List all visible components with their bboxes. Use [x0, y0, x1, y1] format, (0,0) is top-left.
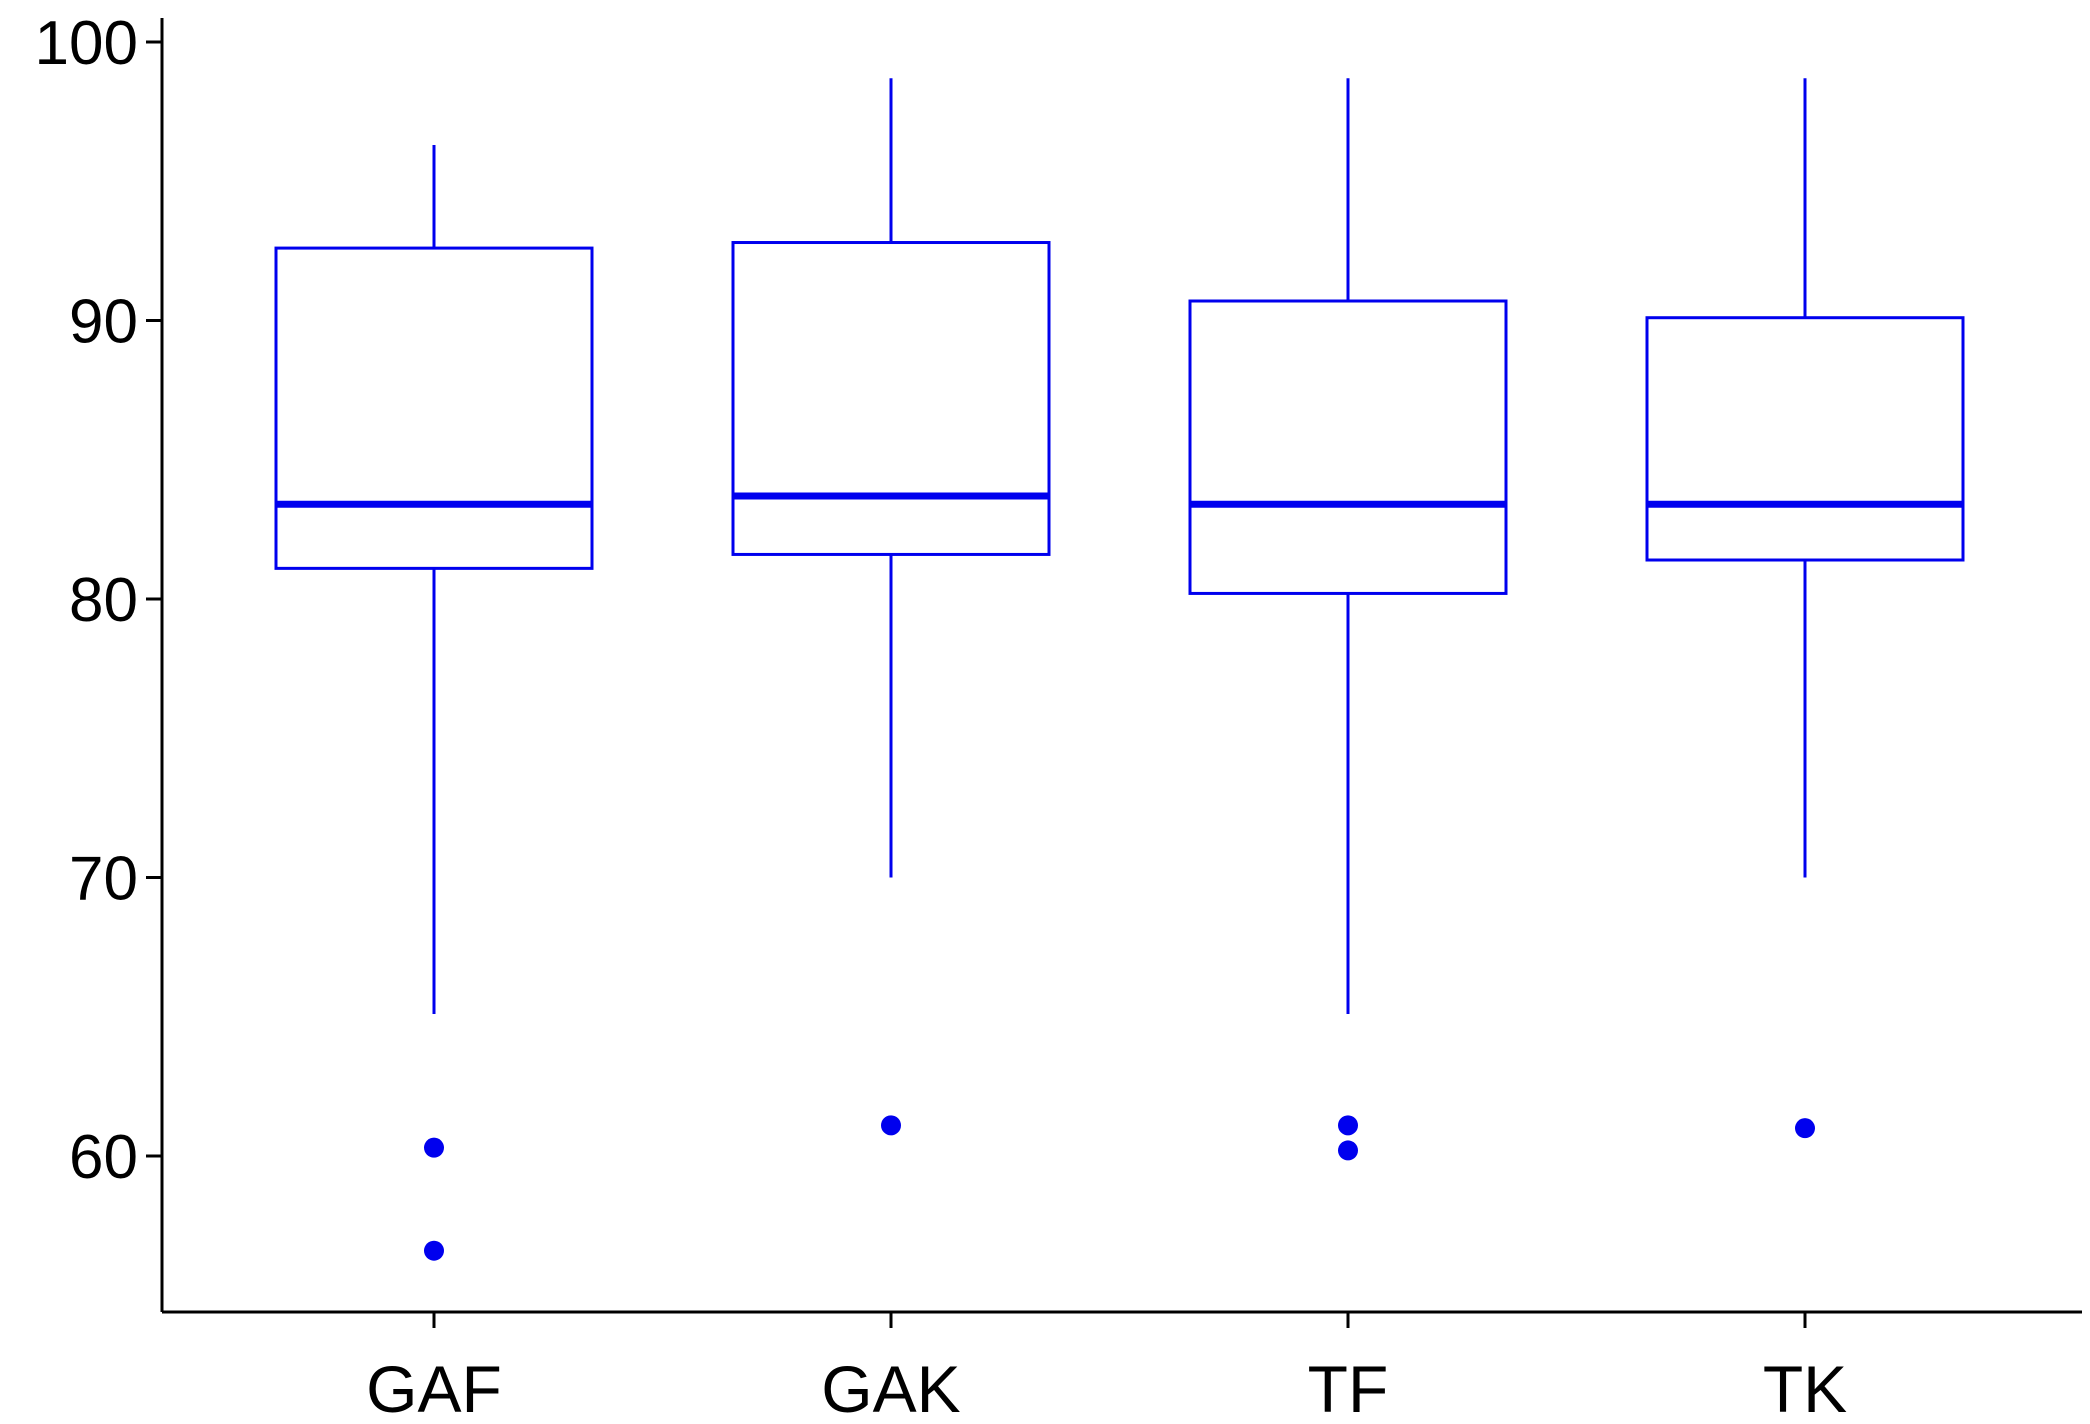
x-tick-label: GAK — [821, 1352, 960, 1424]
x-tick-label: TK — [1763, 1352, 1847, 1424]
box-group-gaf — [274, 145, 594, 1261]
box-group-tk — [1645, 78, 1965, 1139]
box — [1645, 316, 1965, 562]
y-tick-label: 90 — [69, 288, 138, 357]
outlier-point — [1795, 1118, 1815, 1139]
axes: 60 70 80 90 100 GAF GAK TF TK — [35, 9, 2082, 1424]
box-group-tf — [1188, 78, 1508, 1161]
outlier-point — [1338, 1140, 1358, 1161]
outlier-point — [424, 1240, 444, 1261]
x-tick-label: GAF — [366, 1352, 502, 1424]
box — [274, 246, 594, 570]
outlier-point — [1338, 1115, 1358, 1136]
outlier-point — [881, 1115, 901, 1136]
box-group-gak — [731, 78, 1051, 1136]
box — [1188, 299, 1508, 595]
y-tick-label: 80 — [69, 566, 138, 635]
y-tick-label: 60 — [69, 1123, 138, 1192]
boxes — [274, 78, 1965, 1261]
x-tick-label: TF — [1308, 1352, 1389, 1424]
box — [731, 241, 1051, 556]
outlier-point — [424, 1137, 444, 1158]
y-tick-label: 70 — [69, 845, 138, 914]
y-tick-label: 100 — [35, 9, 138, 78]
